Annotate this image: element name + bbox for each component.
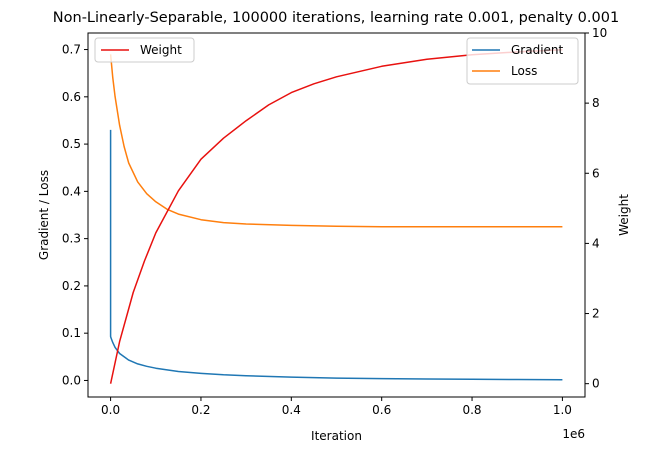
x-tick-label: 0.2 xyxy=(191,403,210,417)
y-axis-left-label: Gradient / Loss xyxy=(37,170,51,260)
x-tick-label: 0.0 xyxy=(101,403,120,417)
y-left-tick-label: 0.3 xyxy=(62,232,81,246)
series-line-loss xyxy=(109,54,563,228)
x-tick-label: 0.6 xyxy=(372,403,391,417)
y-axis-right-label: Weight xyxy=(617,194,631,236)
y-left-tick-label: 0.5 xyxy=(62,137,81,151)
y-left-tick-label: 0.1 xyxy=(62,326,81,340)
legend-gradient-loss: Gradient Loss xyxy=(466,37,579,85)
y-axis-right: 0 2 4 6 8 10 xyxy=(585,26,607,391)
x-tick-label: 0.8 xyxy=(462,403,481,417)
y-left-tick-label: 0.2 xyxy=(62,279,81,293)
legend-weight: Weight xyxy=(94,37,195,63)
x-axis-label: Iteration xyxy=(311,429,362,443)
y-left-tick-label: 0.4 xyxy=(62,184,81,198)
y-right-tick-label: 0 xyxy=(592,377,600,391)
y-axis-left: 0.0 0.1 0.2 0.3 0.4 0.5 0.6 0.7 xyxy=(62,43,88,387)
x-tick-label: 0.4 xyxy=(282,403,301,417)
y-left-tick-label: 0.0 xyxy=(62,373,81,387)
legend-label-weight: Weight xyxy=(140,43,182,57)
x-axis-scale-label: 1e6 xyxy=(562,427,585,441)
y-left-tick-label: 0.6 xyxy=(62,90,81,104)
y-right-tick-label: 6 xyxy=(592,166,600,180)
chart-title: Non-Linearly-Separable, 100000 iteration… xyxy=(53,10,619,26)
plot-area xyxy=(109,49,563,384)
x-axis: 0.0 0.2 0.4 0.6 0.8 1.0 xyxy=(101,397,572,417)
y-right-tick-label: 2 xyxy=(592,307,600,321)
axes-frame xyxy=(87,32,586,398)
series-line-gradient xyxy=(109,129,563,381)
y-left-tick-label: 0.7 xyxy=(62,43,81,57)
x-tick-label: 1.0 xyxy=(553,403,572,417)
legend-box xyxy=(94,37,195,63)
legend-label-gradient: Gradient xyxy=(511,43,564,57)
series-line-weight xyxy=(109,49,563,384)
y-right-tick-label: 10 xyxy=(592,26,607,40)
y-right-tick-label: 4 xyxy=(592,236,600,250)
y-right-tick-label: 8 xyxy=(592,96,600,110)
legend-label-loss: Loss xyxy=(511,64,537,78)
